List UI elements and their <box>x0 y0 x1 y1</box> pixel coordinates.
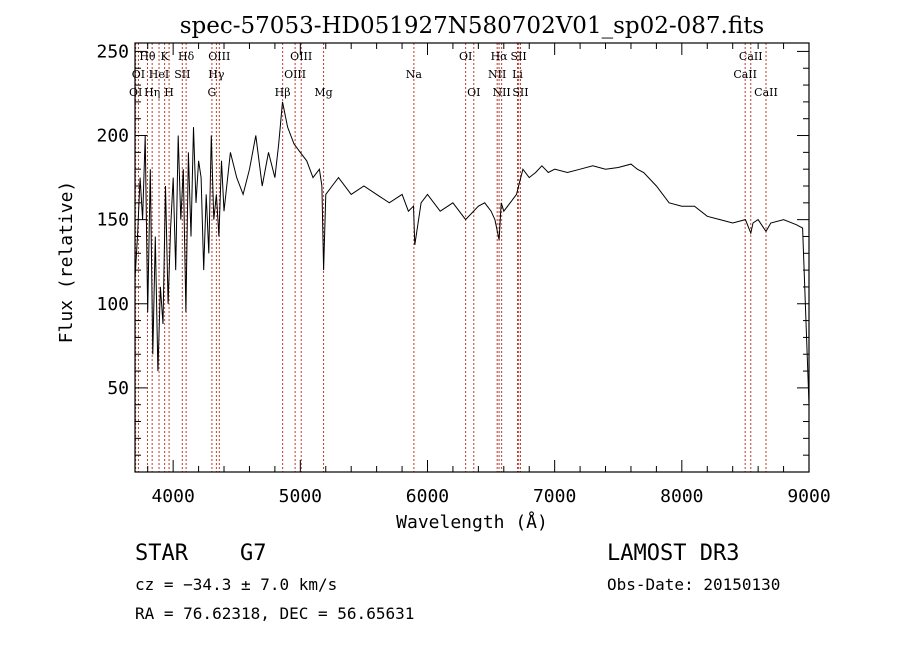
line-label-17: OI <box>459 50 472 63</box>
line-label-7: Hδ <box>178 50 195 63</box>
line-label-11: G <box>208 86 217 99</box>
line-label-24: SII <box>512 86 528 99</box>
survey-label: LAMOST DR3 <box>607 541 739 566</box>
y-axis-label: Flux (relative) <box>56 181 77 344</box>
line-label-14: OIII <box>284 68 306 81</box>
line-label-4: K <box>161 50 170 63</box>
line-label-9: OIII <box>208 50 230 63</box>
coords-text: RA = 76.62318, DEC = 56.65631 <box>135 604 414 623</box>
y-tick-label-0: 50 <box>107 378 129 399</box>
line-label-13: OIII <box>290 50 312 63</box>
line-label-10: Hγ <box>208 68 225 81</box>
line-label-19: Hα <box>491 50 509 63</box>
line-label-1: OI <box>132 68 145 81</box>
y-tick-label-3: 200 <box>96 126 129 147</box>
obs-date-text: Obs-Date: 20150130 <box>607 575 780 594</box>
line-label-26: CaII <box>733 68 757 81</box>
x-tick-label-4: 8000 <box>660 486 703 507</box>
y-tick-label-2: 150 <box>96 210 129 231</box>
x-tick-label-0: 4000 <box>151 486 194 507</box>
x-axis-label: Wavelength (Å) <box>396 511 548 533</box>
x-tick-label-5: 9000 <box>787 486 830 507</box>
y-tick-label-1: 100 <box>96 294 129 315</box>
y-axis-ticks: 50 100 150 200 250 <box>96 41 809 456</box>
line-markers <box>135 43 767 472</box>
line-label-22: SII <box>511 50 527 63</box>
line-label-12: Hβ <box>275 86 291 99</box>
subclass-label: G7 <box>240 541 267 566</box>
line-label-21: NII <box>492 86 510 99</box>
line-label-5: HeI <box>149 68 169 81</box>
x-tick-label-3: 7000 <box>533 486 576 507</box>
line-label-2: OI <box>129 86 142 99</box>
x-tick-label-2: 6000 <box>406 486 449 507</box>
line-label-18: OI <box>467 86 480 99</box>
class-label: STAR <box>135 541 189 566</box>
line-label-3: Hη <box>144 86 160 99</box>
line-label-6: H <box>164 86 174 99</box>
line-label-8: SII <box>174 68 190 81</box>
line-label-23: Li <box>512 68 523 81</box>
redshift-text: cz = −34.3 ± 7.0 km/s <box>135 575 337 594</box>
line-label-15: Mg <box>314 86 332 99</box>
series-group <box>134 101 810 405</box>
line-label-0: Hθ <box>139 50 156 63</box>
y-tick-label-4: 250 <box>96 41 129 62</box>
plot-frame <box>134 42 810 473</box>
line-label-20: NII <box>488 68 506 81</box>
chart-title: spec-57053-HD051927N580702V01_sp02-087.f… <box>180 13 765 39</box>
line-label-25: CaII <box>739 50 763 63</box>
x-tick-label-1: 5000 <box>279 486 322 507</box>
line-label-27: CaII <box>754 86 778 99</box>
flux-series-line <box>134 101 810 405</box>
line-label-16: Na <box>406 68 423 81</box>
x-axis-ticks: 4000 5000 6000 7000 8000 9000 <box>147 43 831 507</box>
